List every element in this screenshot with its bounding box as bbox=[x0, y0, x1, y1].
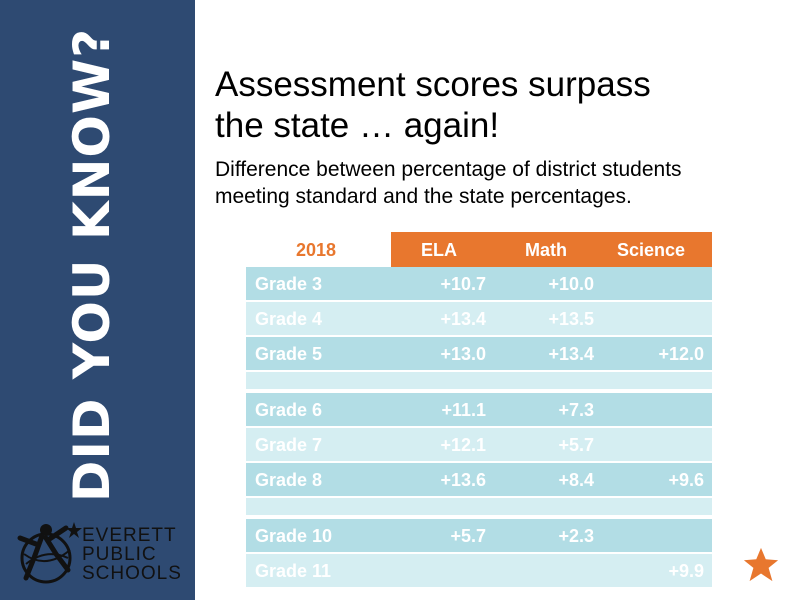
logo-line-2: PUBLIC bbox=[82, 544, 157, 565]
math-value: +7.3 bbox=[558, 400, 594, 420]
grade-label: Grade 5 bbox=[255, 344, 323, 364]
science-value: +9.6 bbox=[668, 470, 704, 490]
grade-label: Grade 6 bbox=[255, 400, 323, 420]
table-header-year: 2018 bbox=[246, 232, 391, 267]
math-value: +10.0 bbox=[548, 274, 594, 294]
math-value: +13.5 bbox=[548, 309, 594, 329]
grade-label: Grade 11 bbox=[255, 561, 332, 581]
table-row: Grade 10 +5.7 +2.3 bbox=[246, 519, 712, 552]
grade-label: Grade 10 bbox=[255, 526, 333, 546]
table-row: Grade 11 +9.9 bbox=[246, 554, 712, 587]
table-spacer-row bbox=[246, 372, 712, 389]
logo-text: EVERETT PUBLIC SCHOOLS bbox=[82, 526, 182, 583]
math-value: +5.7 bbox=[558, 435, 594, 455]
column-header-math: Math bbox=[525, 240, 567, 260]
ela-value: +11.1 bbox=[441, 400, 486, 420]
column-header-ela: ELA bbox=[421, 240, 457, 260]
math-value: +2.3 bbox=[558, 526, 594, 546]
star-icon bbox=[743, 547, 779, 582]
everett-public-schools-logo: EVERETT PUBLIC SCHOOLS bbox=[12, 518, 192, 590]
table-row: Grade 4 +13.4 +13.5 bbox=[246, 302, 712, 335]
did-you-know-heading: DID YOU KNOW? bbox=[63, 27, 121, 503]
grade-label: Grade 3 bbox=[255, 274, 323, 294]
title-line-1: Assessment scores surpass bbox=[215, 65, 651, 104]
logo-line-1: EVERETT bbox=[82, 525, 177, 546]
sidebar: DID YOU KNOW? EVERETT PUBLIC SCHOOLS bbox=[0, 0, 195, 600]
table-header-band: ELA Math Science bbox=[391, 232, 712, 267]
title-line-2: the state … again! bbox=[215, 106, 500, 145]
science-value: +9.9 bbox=[668, 561, 704, 581]
table-spacer-row bbox=[246, 498, 712, 515]
table-row: Grade 6 +11.1 +7.3 bbox=[246, 393, 712, 426]
table-row: Grade 7 +12.1 +5.7 bbox=[246, 428, 712, 461]
math-value: +8.4 bbox=[558, 470, 594, 490]
ela-value: +13.4 bbox=[440, 309, 486, 329]
table-row: Grade 5 +13.0 +13.4 +12.0 bbox=[246, 337, 712, 370]
logo-line-3: SCHOOLS bbox=[82, 563, 182, 584]
table-row: Grade 8 +13.6 +8.4 +9.6 bbox=[246, 463, 712, 496]
science-value: +12.0 bbox=[658, 344, 704, 364]
page-subtitle: Difference between percentage of distric… bbox=[215, 156, 785, 210]
subtitle-line-2: meeting standard and the state percentag… bbox=[215, 185, 632, 208]
math-value: +13.4 bbox=[548, 344, 594, 364]
ela-value: +13.6 bbox=[440, 470, 486, 490]
ela-value: +5.7 bbox=[450, 526, 486, 546]
ela-value: +12.1 bbox=[440, 435, 486, 455]
logo-figure-icon bbox=[17, 522, 82, 584]
grade-label: Grade 8 bbox=[255, 470, 323, 490]
table-row: Grade 3 +10.7 +10.0 bbox=[246, 267, 712, 300]
year-label: 2018 bbox=[296, 240, 337, 260]
page-title: Assessment scores surpass the state … ag… bbox=[215, 64, 775, 146]
column-header-science: Science bbox=[617, 240, 686, 260]
ela-value: +13.0 bbox=[440, 344, 486, 364]
grade-label: Grade 7 bbox=[255, 435, 323, 455]
ela-value: +10.7 bbox=[440, 274, 486, 294]
subtitle-line-1: Difference between percentage of distric… bbox=[215, 158, 682, 181]
grade-label: Grade 4 bbox=[255, 309, 323, 329]
